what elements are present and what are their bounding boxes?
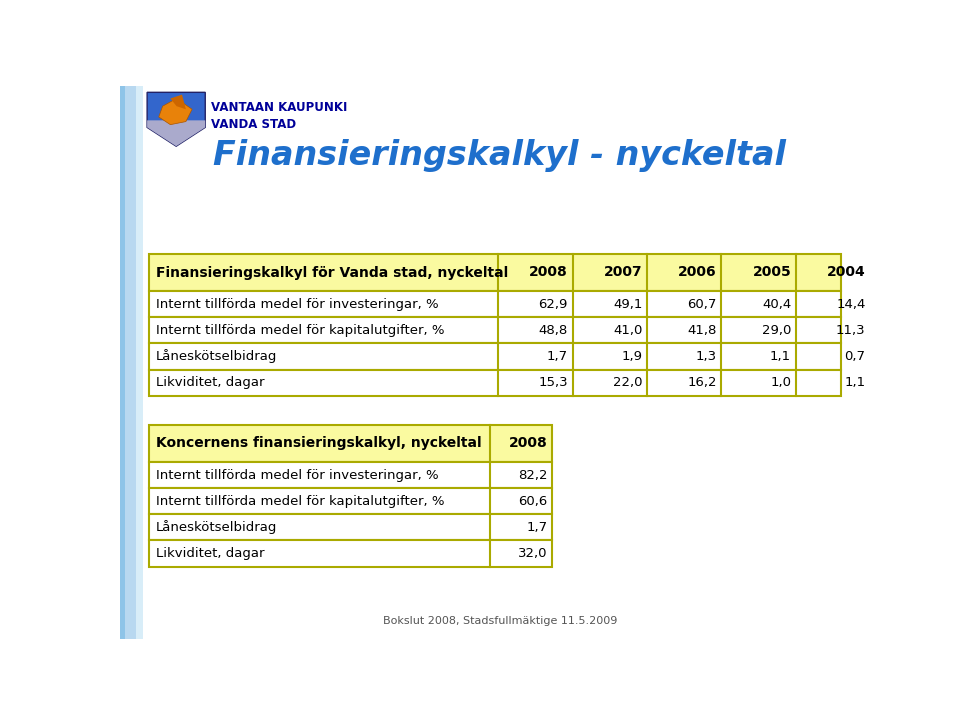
- Bar: [150, 370, 841, 396]
- Text: 2008: 2008: [529, 266, 568, 279]
- Text: 41,0: 41,0: [613, 324, 642, 337]
- Bar: [135, 86, 143, 639]
- Polygon shape: [158, 98, 192, 125]
- Text: 16,2: 16,2: [687, 376, 717, 389]
- Bar: [150, 541, 552, 567]
- Text: Internt tillförda medel för investeringar, %: Internt tillförda medel för investeringa…: [156, 469, 439, 482]
- Text: 1,7: 1,7: [547, 350, 568, 363]
- Text: 2008: 2008: [509, 437, 548, 450]
- Text: VANDA STAD: VANDA STAD: [211, 118, 297, 131]
- Text: Låneskötselbidrag: Låneskötselbidrag: [156, 350, 277, 363]
- Text: 15,3: 15,3: [539, 376, 568, 389]
- Text: 48,8: 48,8: [539, 324, 568, 337]
- Text: 11,3: 11,3: [836, 324, 866, 337]
- Bar: [150, 462, 552, 488]
- Polygon shape: [170, 95, 186, 109]
- Bar: [150, 254, 841, 291]
- Text: Låneskötselbidrag: Låneskötselbidrag: [156, 521, 277, 534]
- Bar: [150, 488, 552, 514]
- Text: 1,3: 1,3: [696, 350, 717, 363]
- Bar: [150, 343, 841, 370]
- Text: 0,7: 0,7: [845, 350, 866, 363]
- Bar: [120, 86, 143, 639]
- Text: 40,4: 40,4: [762, 297, 791, 311]
- Text: 62,9: 62,9: [539, 297, 568, 311]
- Bar: [150, 317, 841, 343]
- Text: 41,8: 41,8: [687, 324, 717, 337]
- Text: 1,1: 1,1: [845, 376, 866, 389]
- Bar: [150, 425, 552, 462]
- Text: Likviditet, dagar: Likviditet, dagar: [156, 547, 264, 560]
- Text: 2004: 2004: [827, 266, 866, 279]
- Text: 2005: 2005: [753, 266, 791, 279]
- Text: Bokslut 2008, Stadsfullmäktige 11.5.2009: Bokslut 2008, Stadsfullmäktige 11.5.2009: [383, 616, 617, 626]
- Text: 82,2: 82,2: [518, 469, 548, 482]
- Text: 1,7: 1,7: [527, 521, 548, 534]
- Text: Internt tillförda medel för kapitalutgifter, %: Internt tillförda medel för kapitalutgif…: [156, 495, 444, 508]
- Text: Internt tillförda medel för investeringar, %: Internt tillförda medel för investeringa…: [156, 297, 439, 311]
- Text: 2007: 2007: [604, 266, 642, 279]
- Text: Internt tillförda medel för kapitalutgifter, %: Internt tillförda medel för kapitalutgif…: [156, 324, 444, 337]
- Text: Koncernens finansieringskalkyl, nyckeltal: Koncernens finansieringskalkyl, nyckelta…: [156, 437, 481, 450]
- Text: VANTAAN KAUPUNKI: VANTAAN KAUPUNKI: [211, 101, 348, 114]
- Text: 60,7: 60,7: [687, 297, 717, 311]
- Text: 1,9: 1,9: [621, 350, 642, 363]
- Text: Likviditet, dagar: Likviditet, dagar: [156, 376, 264, 389]
- Text: 29,0: 29,0: [762, 324, 791, 337]
- Text: 49,1: 49,1: [613, 297, 642, 311]
- Text: Finansieringskalkyl för Vanda stad, nyckeltal: Finansieringskalkyl för Vanda stad, nyck…: [156, 266, 508, 279]
- Text: 32,0: 32,0: [518, 547, 548, 560]
- Polygon shape: [147, 93, 205, 146]
- Text: 1,0: 1,0: [770, 376, 791, 389]
- Bar: [150, 514, 552, 541]
- Text: 60,6: 60,6: [518, 495, 548, 508]
- Text: 22,0: 22,0: [612, 376, 642, 389]
- Polygon shape: [147, 121, 205, 146]
- Text: Finansieringskalkyl - nyckeltal: Finansieringskalkyl - nyckeltal: [213, 139, 786, 172]
- Bar: [125, 86, 143, 639]
- Text: 14,4: 14,4: [836, 297, 866, 311]
- Text: 2006: 2006: [678, 266, 717, 279]
- Text: 1,1: 1,1: [770, 350, 791, 363]
- Bar: [150, 291, 841, 317]
